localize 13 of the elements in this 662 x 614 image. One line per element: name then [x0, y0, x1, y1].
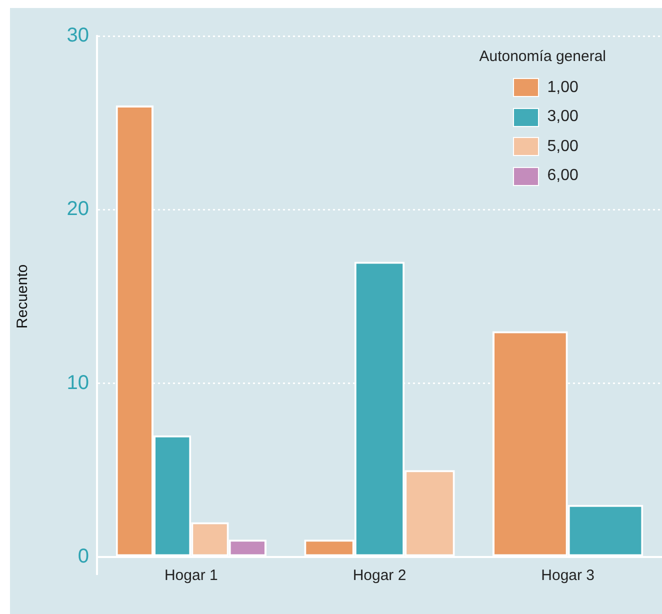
y-tick-label: 20: [66, 198, 89, 220]
x-tick-label: Hogar 1: [164, 567, 218, 584]
y-tick-label: 30: [66, 24, 89, 47]
x-tick-label: Hogar 2: [352, 567, 406, 584]
y-tick-label: 10: [66, 372, 89, 394]
legend-label: 5,00: [547, 138, 578, 156]
legend-title: Autonomía general: [479, 48, 606, 65]
y-axis-title: Recuento: [14, 264, 32, 329]
y-tick-label: 0: [78, 546, 89, 568]
legend-label: 3,00: [547, 108, 578, 126]
x-tick-label: Hogar 3: [541, 567, 595, 584]
legend-label: 6,00: [547, 167, 578, 186]
legend-label: 1,00: [547, 78, 578, 97]
